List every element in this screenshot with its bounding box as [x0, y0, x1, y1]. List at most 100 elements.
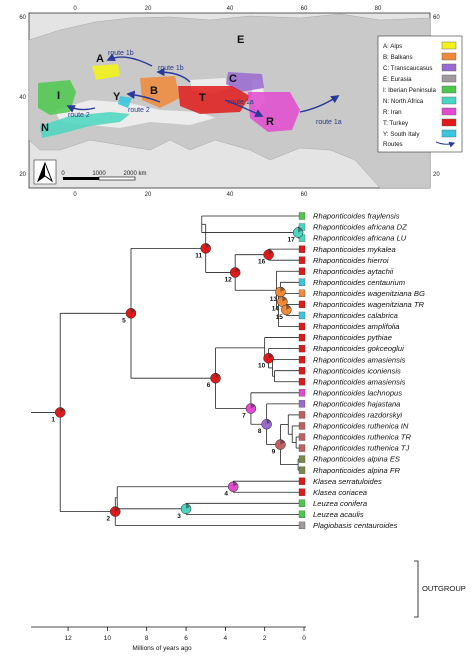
legend-label: I: Iberian Peninsula	[383, 87, 437, 94]
legend-label: T: Turkey	[383, 120, 409, 127]
legend-label: N: North Africa	[383, 98, 424, 105]
taxon-label: Plagiobasis centauroides	[313, 521, 398, 530]
outgroup-label: OUTGROUP	[422, 584, 466, 593]
scale-label-0: 0	[61, 171, 65, 177]
pie-slice	[205, 243, 210, 249]
scale-label-1000: 1000	[92, 171, 106, 177]
node-number: 1	[51, 416, 55, 423]
route-label-1a-b: route 1a	[316, 119, 342, 126]
tree-tips: Rhaponticoides fraylensis Rhaponticoides …	[298, 212, 425, 530]
region-label-A: A	[96, 53, 104, 65]
axis-tick-label: 10	[104, 635, 112, 642]
tip-area-box	[298, 411, 306, 419]
tree-branches	[31, 215, 301, 526]
tip-area-box	[298, 521, 306, 530]
axis-tick-label: 2	[263, 635, 267, 642]
pie-slice	[186, 503, 191, 509]
taxon-label: Rhaponticoides lachnopus	[313, 388, 402, 397]
tip-area-box	[298, 256, 306, 264]
taxon-label: Rhaponticoides africana DZ	[313, 223, 407, 232]
legend-swatch	[441, 74, 457, 83]
region-label-C: C	[229, 73, 237, 85]
region-north-africa	[40, 112, 130, 138]
taxon-label: Rhaponticoides calabrica	[313, 311, 398, 320]
time-axis-label: Millions of years ago	[132, 645, 192, 652]
region-balkans	[140, 76, 180, 108]
pie-slice	[282, 296, 287, 302]
tip-area-box	[298, 455, 306, 463]
tip-area-box	[298, 267, 306, 275]
route-label-1b-b: route 1b	[158, 65, 184, 72]
tip-area-box	[298, 422, 306, 430]
tip-area-box	[298, 367, 306, 375]
taxon-label: Rhaponticoides wagenitziana BG	[313, 289, 425, 298]
map-left-tick-2: 20	[19, 172, 26, 178]
pie-slice	[280, 439, 285, 445]
taxon-label: Rhaponticoides alpina FR	[313, 466, 400, 475]
axis-tick-label: 12	[64, 635, 72, 642]
taxon-label: Rhaponticoides alpina ES	[313, 455, 400, 464]
taxon-label: Rhaponticoides iconiensis	[313, 366, 401, 375]
tip-area-box	[298, 278, 306, 286]
tip-area-box	[298, 245, 306, 253]
map-bottom-tick-0: 0	[73, 192, 77, 198]
map-panel: E A B C I N Y T R route 1b route 1b rout…	[19, 6, 463, 198]
axis-tick-label: 4	[224, 635, 228, 642]
tip-area-box	[298, 322, 306, 331]
legend-swatch	[441, 52, 457, 61]
pie-slice	[235, 267, 240, 273]
node-number: 15	[276, 314, 284, 321]
scale-label-2000: 2000 km	[123, 171, 146, 177]
legend-swatch	[441, 118, 457, 127]
region-label-B: B	[150, 85, 158, 97]
taxon-label: Rhaponticoides ruthenica IN	[313, 422, 409, 431]
region-label-E: E	[237, 34, 244, 46]
node-number: 10	[258, 362, 266, 369]
map-bottom-tick-2: 40	[227, 192, 234, 198]
taxon-label: Klasea serratuloides	[313, 477, 382, 486]
region-label-I: I	[57, 90, 60, 102]
node-number: 13	[270, 296, 278, 303]
taxon-label: Rhaponticoides hierroi	[313, 256, 389, 265]
tip-area-box	[298, 378, 306, 386]
tip-area-box	[298, 289, 306, 298]
node-number: 6	[207, 382, 211, 389]
time-axis: 12 10 8 6 4 2 0 Millions of years ago	[31, 626, 306, 652]
taxon-label: Rhaponticoides gokceoglui	[313, 344, 404, 353]
legend-label: A: Alps	[383, 43, 402, 50]
pie-slice	[115, 506, 120, 512]
route-1a-east	[299, 95, 340, 113]
taxon-label: Rhaponticoides hajastana	[313, 399, 400, 408]
taxon-label: Rhaponticoides fraylensis	[313, 212, 400, 221]
node-number: 7	[242, 413, 246, 420]
region-alps	[92, 64, 120, 80]
axis-tick-label: 6	[184, 635, 188, 642]
tip-area-box	[298, 344, 306, 353]
route-label-1a-a: route 1a	[228, 99, 254, 106]
route-2-mid	[126, 90, 161, 103]
map-top-tick-2: 40	[227, 6, 234, 12]
tip-area-box	[298, 444, 306, 452]
pie-slice	[233, 481, 238, 487]
taxon-label: Leuzea conifera	[313, 499, 367, 508]
route-1b-east	[156, 67, 191, 83]
region-label-N: N	[41, 122, 49, 134]
node-number: 9	[272, 449, 276, 456]
tip-area-box	[298, 400, 306, 408]
route-label-2-a: route 2	[68, 112, 90, 119]
tree-panel: Rhaponticoides fraylensis Rhaponticoides …	[31, 212, 466, 652]
legend-swatch	[441, 85, 457, 94]
axis-tick-label: 0	[302, 635, 306, 642]
tip-area-box	[298, 300, 306, 309]
node-number: 17	[287, 237, 295, 244]
legend-route-arrow-icon	[435, 141, 456, 148]
map-right-tick-0: 60	[433, 15, 440, 21]
node-number: 8	[258, 428, 262, 435]
taxon-label: Rhaponticoides mykalea	[313, 245, 396, 254]
region-south-italy	[118, 96, 132, 108]
node-number: 14	[272, 306, 280, 313]
tip-area-box	[298, 333, 306, 342]
route-2-west	[66, 105, 96, 113]
tip-area-box	[298, 488, 306, 496]
